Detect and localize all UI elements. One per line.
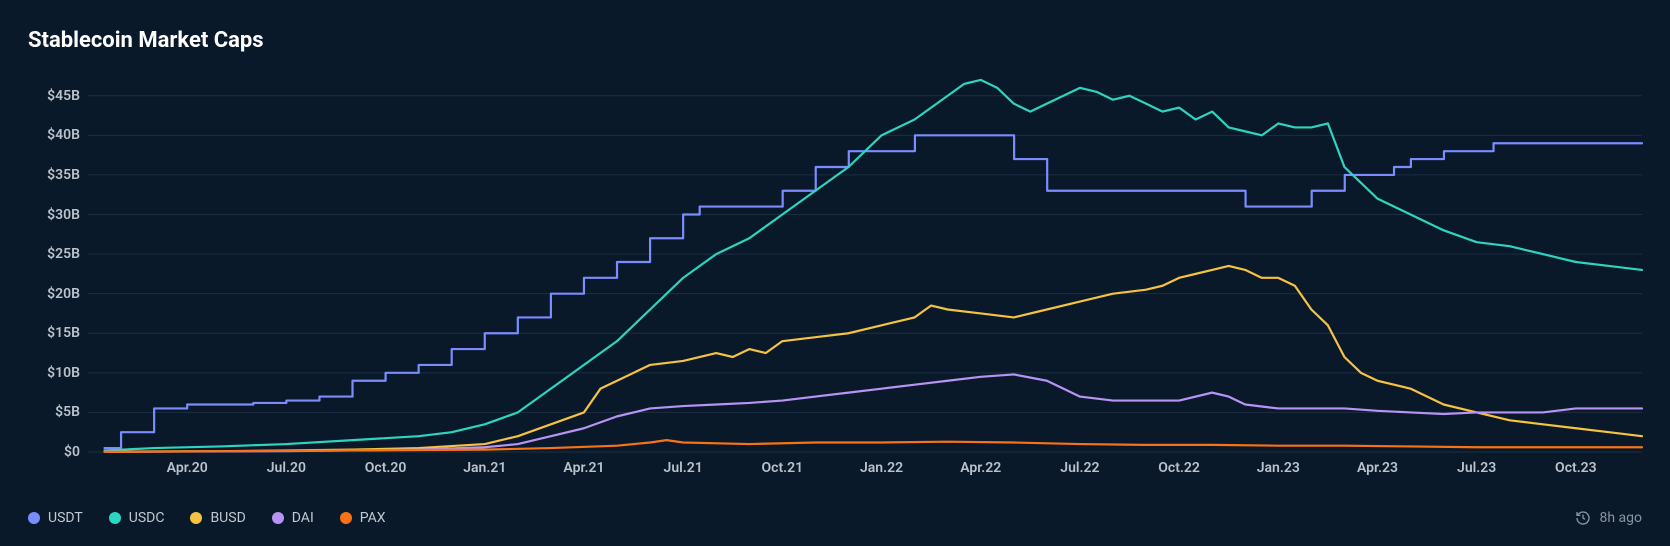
chart-plot-area xyxy=(88,72,1642,452)
legend-label: BUSD xyxy=(210,510,245,526)
chart-panel: Stablecoin Market Caps $0 $5B $10B $15B $20B… xyxy=(0,0,1670,546)
x-tick-label: Jul.21 xyxy=(664,460,703,476)
x-tick-label: Jul.20 xyxy=(267,460,306,476)
chart-legend: USDT USDC BUSD DAI PAX xyxy=(28,510,386,526)
legend-item-pax[interactable]: PAX xyxy=(340,510,386,526)
x-tick-label: Oct.20 xyxy=(365,460,407,476)
legend-item-usdc[interactable]: USDC xyxy=(109,510,165,526)
y-tick-label: $10B xyxy=(20,365,80,381)
x-tick-label: Apr.23 xyxy=(1357,460,1398,476)
y-tick-label: $25B xyxy=(20,246,80,262)
legend-label: PAX xyxy=(360,510,386,526)
x-tick-label: Oct.23 xyxy=(1555,460,1597,476)
y-tick-label: $20B xyxy=(20,286,80,302)
legend-label: DAI xyxy=(292,510,314,526)
x-tick-label: Oct.21 xyxy=(762,460,804,476)
y-tick-label: $40B xyxy=(20,127,80,143)
legend-swatch-icon xyxy=(272,512,284,524)
x-tick-label: Oct.22 xyxy=(1158,460,1200,476)
x-tick-label: Jan.21 xyxy=(463,460,506,476)
legend-item-busd[interactable]: BUSD xyxy=(190,510,245,526)
legend-label: USDC xyxy=(129,510,165,526)
legend-item-dai[interactable]: DAI xyxy=(272,510,314,526)
chart-title: Stablecoin Market Caps xyxy=(28,28,264,53)
y-tick-label: $0 xyxy=(20,444,80,460)
legend-swatch-icon xyxy=(340,512,352,524)
clock-refresh-icon xyxy=(1575,510,1591,526)
legend-swatch-icon xyxy=(109,512,121,524)
y-tick-label: $35B xyxy=(20,167,80,183)
timestamp-indicator: 8h ago xyxy=(1575,510,1642,526)
legend-item-usdt[interactable]: USDT xyxy=(28,510,83,526)
x-tick-label: Jul.22 xyxy=(1060,460,1099,476)
y-tick-label: $30B xyxy=(20,207,80,223)
chart-svg xyxy=(88,72,1642,452)
legend-swatch-icon xyxy=(190,512,202,524)
x-tick-label: Jul.23 xyxy=(1457,460,1496,476)
legend-label: USDT xyxy=(48,510,83,526)
x-tick-label: Apr.20 xyxy=(167,460,208,476)
x-tick-label: Jan.22 xyxy=(860,460,903,476)
x-tick-label: Jan.23 xyxy=(1257,460,1300,476)
y-tick-label: $15B xyxy=(20,325,80,341)
y-tick-label: $5B xyxy=(20,404,80,420)
x-tick-label: Apr.22 xyxy=(960,460,1001,476)
legend-swatch-icon xyxy=(28,512,40,524)
x-tick-label: Apr.21 xyxy=(563,460,604,476)
series-line-usdt xyxy=(105,135,1642,448)
timestamp-text: 8h ago xyxy=(1599,510,1642,526)
y-tick-label: $45B xyxy=(20,88,80,104)
